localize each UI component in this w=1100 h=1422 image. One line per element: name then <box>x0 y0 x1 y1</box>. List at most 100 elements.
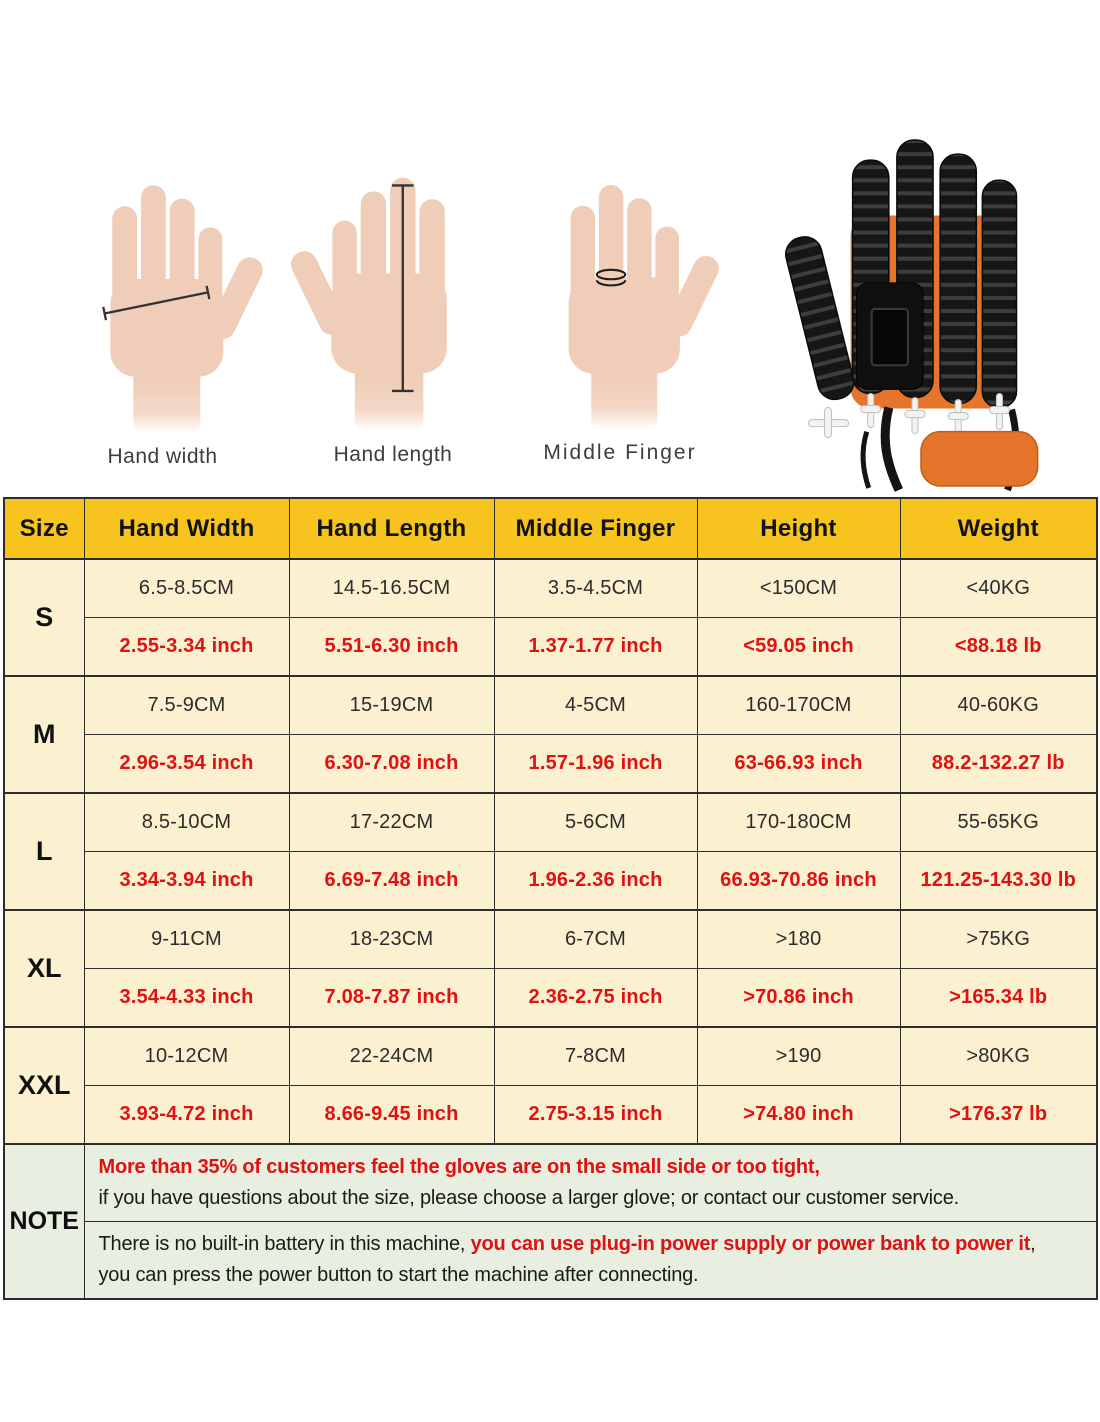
l-weight-lb: 121.25-143.30 lb <box>899 851 1098 911</box>
middle-finger-label: Middle Finger <box>543 441 697 464</box>
l-hand-width-cm: 8.5-10CM <box>83 792 290 852</box>
glove-finger <box>938 153 977 405</box>
ring-marker <box>595 268 626 287</box>
xl-hand-length-inch: 7.08-7.87 inch <box>288 968 495 1028</box>
glove-control-module <box>855 282 924 390</box>
header-weight: Weight <box>899 497 1098 560</box>
header-middle-finger: Middle Finger <box>493 497 698 560</box>
note-block-power: There is no built-in battery in this mac… <box>83 1221 1098 1300</box>
note-label: NOTE <box>3 1143 85 1300</box>
xxl-weight-lb: >176.37 lb <box>899 1085 1098 1145</box>
m-height-inch: 63-66.93 inch <box>696 734 901 794</box>
xxl-height-cm: >190 <box>696 1026 901 1086</box>
finger-clips <box>807 392 1010 439</box>
m-weight-lb: 88.2-132.27 lb <box>899 734 1098 794</box>
glove-finger <box>981 179 1017 409</box>
l-hand-length-cm: 17-22CM <box>288 792 495 852</box>
l-hand-length-inch: 6.69-7.48 inch <box>288 851 495 911</box>
xl-weight-lb: >165.34 lb <box>899 968 1098 1028</box>
size-l-label: L <box>3 792 85 911</box>
row-s-inch: 2.55-3.34 inch 5.51-6.30 inch 1.37-1.77 … <box>4 617 1098 677</box>
xxl-weight-kg: >80KG <box>899 1026 1098 1086</box>
m-hand-length-cm: 15-19CM <box>288 675 495 735</box>
glove-thumb <box>784 236 855 401</box>
s-hand-width-inch: 2.55-3.34 inch <box>83 617 290 677</box>
hand-width-figure: Hand width <box>55 168 270 469</box>
l-hand-width-inch: 3.34-3.94 inch <box>83 851 290 911</box>
s-weight-kg: <40KG <box>899 558 1098 618</box>
header-height: Height <box>696 497 901 560</box>
m-hand-width-cm: 7.5-9CM <box>83 675 290 735</box>
xl-height-cm: >180 <box>696 909 901 969</box>
xxl-hand-length-inch: 8.66-9.45 inch <box>288 1085 495 1145</box>
xl-middle-finger-cm: 6-7CM <box>493 909 698 969</box>
length-measure-line <box>392 184 414 393</box>
row-l-inch: 3.34-3.94 inch 6.69-7.48 inch 1.96-2.36 … <box>4 851 1098 911</box>
s-height-cm: <150CM <box>696 558 901 618</box>
xxl-hand-width-inch: 3.93-4.72 inch <box>83 1085 290 1145</box>
s-middle-finger-inch: 1.37-1.77 inch <box>493 617 698 677</box>
row-xl-inch: 3.54-4.33 inch 7.08-7.87 inch 2.36-2.75 … <box>4 968 1098 1028</box>
xxl-hand-width-cm: 10-12CM <box>83 1026 290 1086</box>
note-row-2: There is no built-in battery in this mac… <box>4 1221 1098 1300</box>
l-middle-finger-cm: 5-6CM <box>493 792 698 852</box>
row-xxl-cm: XXL 10-12CM 22-24CM 7-8CM >190 >80KG <box>3 1026 1098 1145</box>
s-hand-width-cm: 6.5-8.5CM <box>83 558 290 618</box>
size-xxl-label: XXL <box>3 1026 85 1145</box>
header-size: Size <box>3 497 85 560</box>
hand-length-image <box>286 177 447 432</box>
xxl-hand-length-cm: 22-24CM <box>288 1026 495 1086</box>
rehab-glove-image <box>784 139 1038 492</box>
xxl-height-inch: >74.80 inch <box>696 1085 901 1145</box>
m-weight-kg: 40-60KG <box>899 675 1098 735</box>
middle-finger-figure: Middle Finger <box>515 168 725 465</box>
m-hand-width-inch: 2.96-3.54 inch <box>83 734 290 794</box>
xl-height-inch: >70.86 inch <box>696 968 901 1028</box>
xl-hand-width-inch: 3.54-4.33 inch <box>83 968 290 1028</box>
l-middle-finger-inch: 1.96-2.36 inch <box>493 851 698 911</box>
hand-width-label: Hand width <box>107 445 218 468</box>
xxl-middle-finger-cm: 7-8CM <box>493 1026 698 1086</box>
table-header-row: Size Hand Width Hand Length Middle Finge… <box>3 497 1098 560</box>
note-row-1: NOTE More than 35% of customers feel the… <box>3 1143 1098 1300</box>
s-hand-length-inch: 5.51-6.30 inch <box>288 617 495 677</box>
row-m-inch: 2.96-3.54 inch 6.30-7.08 inch 1.57-1.96 … <box>4 734 1098 794</box>
m-middle-finger-inch: 1.57-1.96 inch <box>493 734 698 794</box>
s-middle-finger-cm: 3.5-4.5CM <box>493 558 698 618</box>
glove-cable <box>880 406 903 492</box>
hand-width-image <box>101 185 267 434</box>
hand-length-label: Hand length <box>333 443 453 466</box>
s-hand-length-cm: 14.5-16.5CM <box>288 558 495 618</box>
note-power-line1: There is no built-in battery in this mac… <box>98 1233 1036 1255</box>
xl-middle-finger-inch: 2.36-2.75 inch <box>493 968 698 1028</box>
row-m-cm: M 7.5-9CM 15-19CM 4-5CM 160-170CM 40-60K… <box>3 675 1098 794</box>
note-sizing-warning: More than 35% of customers feel the glov… <box>98 1156 820 1178</box>
header-hand-length: Hand Length <box>288 497 495 560</box>
row-xl-cm: XL 9-11CM 18-23CM 6-7CM >180 >75KG <box>3 909 1098 1028</box>
note-power-line2: you can press the power button to start … <box>98 1264 699 1286</box>
l-weight-kg: 55-65KG <box>899 792 1098 852</box>
note-sizing-advice: if you have questions about the size, pl… <box>98 1187 960 1209</box>
middle-finger-image <box>568 184 723 430</box>
xxl-middle-finger-inch: 2.75-3.15 inch <box>493 1085 698 1145</box>
width-measure-line <box>101 285 210 321</box>
xl-weight-kg: >75KG <box>899 909 1098 969</box>
glove-cable <box>860 430 871 489</box>
s-height-inch: <59.05 inch <box>696 617 901 677</box>
s-weight-lb: <88.18 lb <box>899 617 1098 677</box>
size-s-label: S <box>3 558 85 677</box>
m-middle-finger-cm: 4-5CM <box>493 675 698 735</box>
xl-hand-width-cm: 9-11CM <box>83 909 290 969</box>
note-power-highlight: you can use plug-in power supply or powe… <box>470 1233 1031 1255</box>
l-height-inch: 66.93-70.86 inch <box>696 851 901 911</box>
size-m-label: M <box>3 675 85 794</box>
glove-wrist-strap <box>919 430 1038 487</box>
row-l-cm: L 8.5-10CM 17-22CM 5-6CM 170-180CM 55-65… <box>3 792 1098 911</box>
m-hand-length-inch: 6.30-7.08 inch <box>288 734 495 794</box>
l-height-cm: 170-180CM <box>696 792 901 852</box>
header-hand-width: Hand Width <box>83 497 290 560</box>
xl-hand-length-cm: 18-23CM <box>288 909 495 969</box>
size-chart-table: Size Hand Width Hand Length Middle Finge… <box>3 497 1098 1300</box>
row-xxl-inch: 3.93-4.72 inch 8.66-9.45 inch 2.75-3.15 … <box>4 1085 1098 1145</box>
